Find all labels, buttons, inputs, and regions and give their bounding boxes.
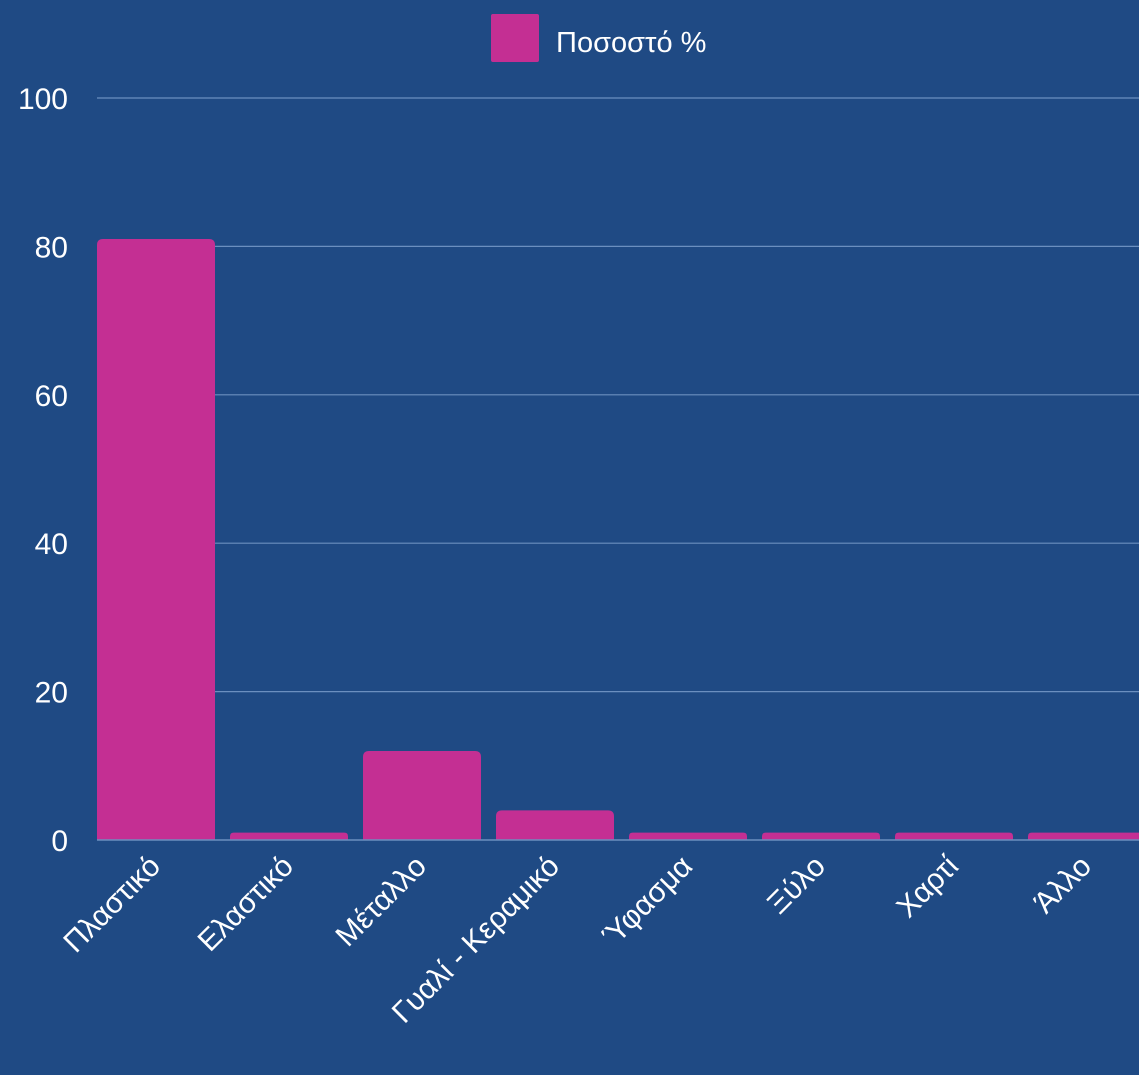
- bar[interactable]: [97, 238, 215, 841]
- bar[interactable]: [629, 832, 747, 840]
- y-tick-label: 80: [35, 231, 68, 264]
- y-tick-label: 40: [35, 528, 68, 561]
- x-tick-label: Άλλο: [1028, 850, 1098, 920]
- x-tick-label: Ξύλο: [761, 850, 832, 921]
- bar[interactable]: [363, 750, 481, 840]
- y-tick-label: 20: [35, 677, 68, 710]
- x-tick-label: Μέταλλο: [329, 850, 433, 954]
- y-tick-label: 60: [35, 380, 68, 413]
- legend-label: Ποσοστό %: [556, 27, 706, 59]
- x-tick-label: Ελαστικό: [192, 850, 300, 958]
- y-tick-label: 0: [51, 825, 68, 858]
- legend-swatch: [491, 14, 539, 62]
- bar[interactable]: [895, 832, 1013, 840]
- x-tick-label: Ύφασμα: [596, 850, 699, 953]
- x-tick-label: Πλαστικό: [57, 850, 167, 960]
- bar[interactable]: [762, 832, 880, 840]
- gridlines: [97, 97, 1139, 693]
- bar[interactable]: [1028, 832, 1139, 840]
- y-tick-label: 100: [18, 83, 68, 116]
- legend[interactable]: Ποσοστό %: [491, 14, 706, 62]
- bars: [97, 238, 1139, 841]
- bar[interactable]: [230, 832, 348, 840]
- x-tick-label: Χαρτί: [890, 849, 965, 924]
- bar[interactable]: [496, 810, 614, 840]
- y-axis-tick-labels: 0 20 40 60 80 100: [18, 83, 68, 858]
